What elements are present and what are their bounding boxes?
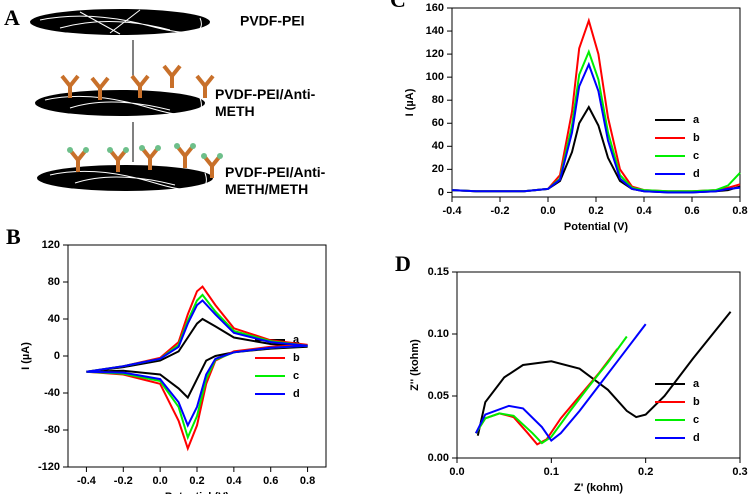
membrane (35, 90, 205, 116)
panel-label: D (395, 251, 411, 276)
x-axis-label: Potential (V) (165, 491, 230, 494)
y-tick-label: 80 (48, 276, 60, 288)
y-tick-label: 80 (432, 94, 444, 106)
diagram: A PVDF-PEI PVDF-PEI/Anti-METH PVDF-PEI/A… (4, 5, 326, 196)
series-line (475, 348, 619, 446)
chart: C -0.4 -0.2 0.0 0.2 0.4 0.6 0.8 0 20 40 60 80 100 120 1… (390, 0, 748, 233)
x-tick-label: 0.6 (684, 205, 699, 217)
x-tick-label: 0.4 (636, 205, 652, 217)
y-tick-label: -120 (38, 461, 60, 473)
antibodies (68, 144, 222, 178)
legend-label: b (693, 132, 700, 144)
legend-label: d (693, 168, 700, 180)
y-tick-label: 0.00 (428, 452, 449, 464)
y-tick-label: 120 (42, 239, 60, 251)
panel-label: B (6, 224, 21, 249)
plot-frame (456, 271, 741, 459)
x-tick-label: 0.0 (152, 475, 167, 487)
x-tick-label: 0.6 (263, 475, 278, 487)
y-tick-label: 40 (432, 140, 444, 152)
y-tick-label: 0.15 (428, 266, 449, 278)
series-line (476, 311, 732, 436)
x-axis-label: Z' (kohm) (574, 482, 623, 494)
x-tick-label: 0.3 (732, 466, 747, 478)
x-tick-label: -0.2 (114, 475, 133, 487)
series-line (475, 335, 628, 445)
legend-label: c (693, 414, 699, 426)
y-tick-label: 160 (426, 2, 444, 14)
panel-label: A (4, 5, 20, 30)
y-axis-label: I (µA) (20, 342, 32, 370)
y-tick-label: 40 (48, 313, 60, 325)
stage-label: PVDF-PEI/Anti-METH/METH (225, 164, 326, 197)
plot-frame (67, 244, 327, 468)
stage-label: PVDF-PEI (240, 13, 305, 29)
y-tick-label: 100 (426, 71, 444, 83)
y-tick-label: 120 (426, 48, 444, 60)
x-tick-label: 0.2 (588, 205, 603, 217)
chart: B -0.4 -0.2 0.0 0.2 0.4 0.6 0.8 -120 -80 -40 0 40 80 1… (6, 224, 327, 494)
membrane (37, 165, 213, 191)
plot-frame (451, 7, 741, 198)
y-tick-label: -40 (44, 387, 60, 399)
legend-label: c (693, 150, 699, 162)
series-line (475, 323, 647, 443)
x-tick-label: 0.2 (189, 475, 204, 487)
x-tick-label: 0.4 (226, 475, 242, 487)
x-tick-label: 0.8 (732, 205, 747, 217)
y-tick-label: 0.05 (428, 390, 449, 402)
x-axis-label: Potential (V) (564, 221, 629, 233)
legend-label: c (293, 370, 299, 382)
legend-label: a (693, 114, 700, 126)
x-tick-label: 0.8 (300, 475, 315, 487)
x-tick-label: -0.2 (491, 205, 510, 217)
fibers (39, 9, 202, 35)
y-tick-label: 60 (432, 117, 444, 129)
x-tick-label: 0.0 (449, 466, 464, 478)
legend-label: d (693, 432, 700, 444)
y-tick-label: -80 (44, 424, 60, 436)
y-tick-label: 0.10 (428, 328, 449, 340)
x-tick-label: -0.4 (77, 475, 97, 487)
x-tick-label: 0.2 (638, 466, 653, 478)
x-tick-label: -0.4 (443, 205, 463, 217)
legend-label: b (293, 352, 300, 364)
y-tick-label: 0 (438, 186, 444, 198)
fibers (49, 170, 207, 191)
legend-label: a (693, 378, 700, 390)
legend-label: a (293, 334, 300, 346)
chart: D 0.0 0.1 0.2 0.3 0.00 0.05 0.10 0.15 Z' (kohm) Z'… (395, 251, 748, 494)
y-tick-label: 140 (426, 25, 444, 37)
x-tick-label: 0.0 (540, 205, 555, 217)
y-axis-label: Z'' (kohm) (409, 339, 421, 391)
y-tick-label: 0 (54, 350, 60, 362)
panel-label: C (390, 0, 406, 12)
series-line (451, 17, 741, 193)
legend-label: d (293, 388, 300, 400)
stage-label: PVDF-PEI/Anti-METH (215, 86, 316, 119)
antibodies (60, 64, 215, 100)
x-tick-label: 0.1 (544, 466, 559, 478)
y-tick-label: 20 (432, 163, 444, 175)
series-line (86, 299, 308, 428)
legend-label: b (693, 396, 700, 408)
meth-molecules (67, 143, 223, 159)
y-axis-label: I (µA) (404, 88, 416, 116)
series-line (451, 61, 741, 194)
